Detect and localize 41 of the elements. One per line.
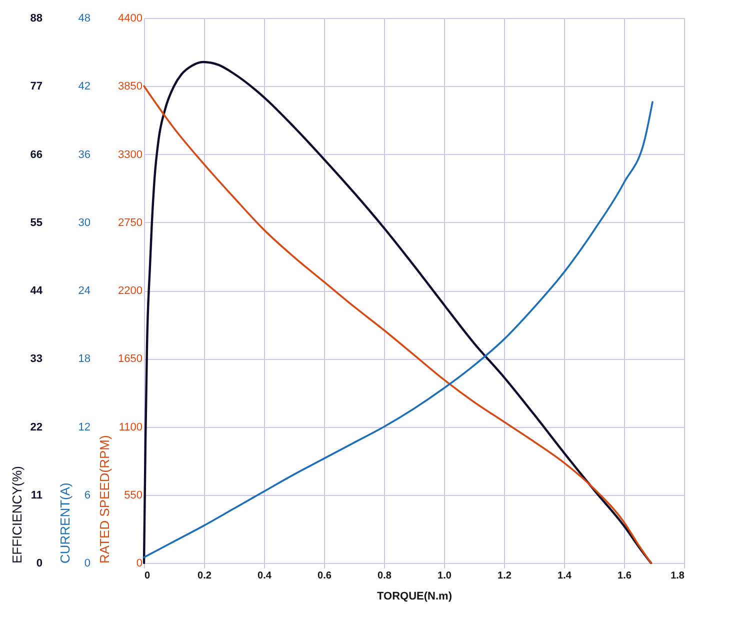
- y2-tick-label: 24: [78, 285, 90, 297]
- x-axis-title: TORQUE(N.m): [377, 590, 452, 602]
- y-tick-label: 44: [30, 285, 44, 297]
- x-tick-label: 0.2: [198, 570, 212, 582]
- y2-tick-label: 48: [78, 12, 90, 24]
- y3-tick-label: 0: [136, 558, 142, 570]
- y-tick-label: 55: [30, 216, 42, 229]
- y-tick-label: 66: [30, 148, 42, 161]
- y2-tick-label: 30: [78, 216, 90, 229]
- x-tick-label: 0.4: [258, 570, 272, 582]
- y2-tick-label: 12: [78, 421, 90, 434]
- y3-axis-title: RATED SPEED(RPM): [97, 435, 112, 564]
- y3-tick-label: 3300: [118, 148, 142, 161]
- x-tick-label: 1.8: [670, 570, 685, 582]
- y2-axis-title: CURRENT(A): [57, 482, 72, 564]
- y2-tick-label: 6: [84, 489, 90, 502]
- y2-tick-label: 0: [84, 558, 90, 570]
- y2-tick-label: 42: [78, 80, 90, 93]
- y-tick-label: 88: [30, 12, 42, 24]
- y3-tick-label: 550: [124, 489, 142, 502]
- y-tick-label: 77: [30, 80, 42, 93]
- y3-tick-label: 1100: [118, 421, 142, 434]
- x-tick-label: 0: [144, 570, 150, 582]
- y2-tick-label: 36: [78, 148, 90, 161]
- y2-tick-label: 18: [78, 353, 90, 366]
- x-tick-label: 1.0: [438, 570, 452, 582]
- x-tick-label: 1.2: [498, 570, 512, 582]
- y-axis-title: EFFICIENCY(%): [9, 466, 24, 564]
- y3-tick-label: 2750: [118, 216, 142, 229]
- x-tick-label: 1.6: [618, 570, 632, 582]
- y3-tick-label: 1650: [118, 353, 142, 366]
- y-tick-label: 0: [36, 558, 42, 570]
- y3-tick-label: 2200: [118, 285, 142, 297]
- y-tick-label: 22: [30, 421, 42, 434]
- y3-tick-label: 3850: [118, 80, 142, 93]
- y-tick-label: 33: [30, 353, 42, 366]
- y-tick-label: 11: [30, 489, 42, 502]
- x-tick-label: 0.8: [378, 570, 392, 582]
- x-tick-label: 0.6: [318, 570, 332, 582]
- x-tick-label: 1.4: [558, 570, 572, 582]
- y3-tick-label: 4400: [118, 12, 142, 24]
